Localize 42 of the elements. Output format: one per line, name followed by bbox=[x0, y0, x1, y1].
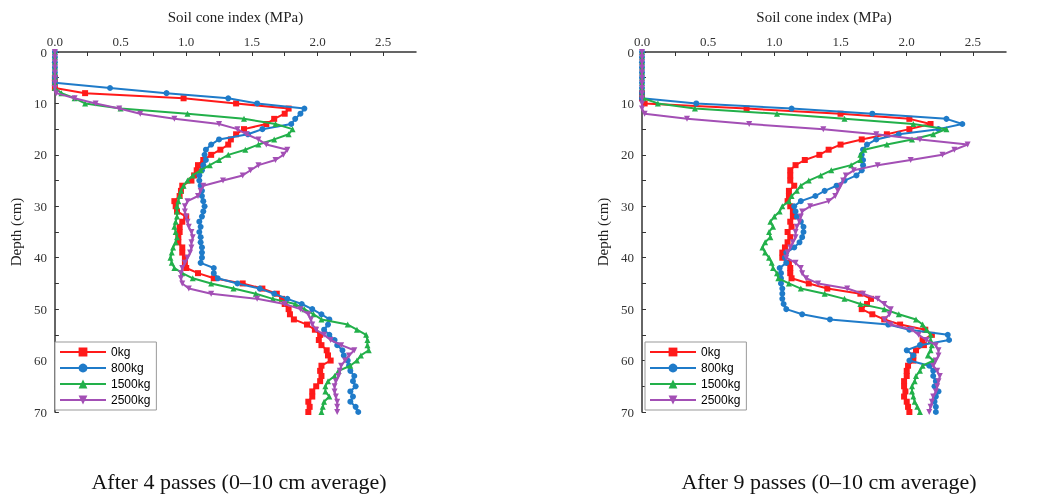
y-tick-label: 40 bbox=[621, 250, 634, 266]
y-tick-label: 70 bbox=[33, 404, 47, 420]
x-tick-label: 0.0 bbox=[46, 34, 64, 49]
y-tick-label: 60 bbox=[621, 353, 634, 369]
x-tick-label: 0.0 bbox=[633, 34, 651, 49]
x-tick-label: 1.0 bbox=[766, 34, 783, 49]
y-tick-label: 50 bbox=[33, 301, 47, 317]
y-tick-label: 60 bbox=[33, 353, 47, 369]
text: After 9 passes (0–10 cm average) bbox=[681, 468, 977, 494]
legend-label: 2500kg bbox=[111, 393, 151, 407]
y-tick-label: 10 bbox=[33, 95, 47, 111]
x-tick-label: 1.5 bbox=[243, 34, 260, 49]
y-tick-label: 70 bbox=[621, 404, 634, 420]
x-tick-label: 1.0 bbox=[178, 34, 195, 49]
y-tick-label: 30 bbox=[621, 198, 634, 214]
y-tick-label: 20 bbox=[33, 147, 47, 163]
y-axis-title: Depth (cm) bbox=[594, 197, 612, 267]
y-tick-label: 10 bbox=[621, 95, 634, 111]
legend-label: 1500kg bbox=[701, 377, 741, 391]
y-tick-label: 20 bbox=[621, 147, 634, 163]
legend-label: 2500kg bbox=[701, 393, 741, 407]
x-tick-label: 2.5 bbox=[375, 34, 392, 49]
y-tick-label: 50 bbox=[621, 301, 634, 317]
x-axis-title: Soil cone index (MPa) bbox=[167, 8, 304, 26]
legend-label: 0kg bbox=[111, 345, 131, 359]
x-tick-label: 2.5 bbox=[964, 34, 982, 49]
x-tick-label: 1.5 bbox=[832, 34, 849, 49]
y-tick-label: 0 bbox=[627, 44, 634, 60]
legend-label: 800kg bbox=[111, 361, 144, 375]
y-axis-title: Depth (cm) bbox=[7, 197, 25, 267]
legend-label: 800kg bbox=[701, 361, 734, 375]
x-tick-label: 2.0 bbox=[309, 34, 326, 49]
text: After 4 passes (0–10 cm average) bbox=[91, 468, 387, 494]
legend-label: 1500kg bbox=[111, 377, 151, 391]
x-tick-label: 0.5 bbox=[700, 34, 717, 49]
x-tick-label: 2.0 bbox=[898, 34, 915, 49]
y-tick-label: 30 bbox=[33, 198, 47, 214]
x-tick-label: 0.5 bbox=[112, 34, 129, 49]
y-tick-label: 40 bbox=[33, 250, 47, 266]
legend-label: 0kg bbox=[701, 345, 721, 359]
y-tick-label: 0 bbox=[40, 44, 47, 60]
x-axis-title: Soil cone index (MPa) bbox=[756, 8, 892, 26]
